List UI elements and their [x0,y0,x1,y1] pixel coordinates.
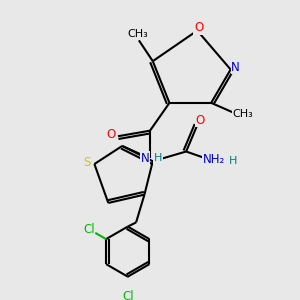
Text: Cl: Cl [122,290,134,300]
Text: H: H [154,154,162,164]
Text: NH₂: NH₂ [203,153,225,167]
Text: S: S [83,156,91,169]
Text: H: H [229,156,237,166]
Text: Cl: Cl [83,223,94,236]
Text: CH₃: CH₃ [233,109,254,119]
Text: O: O [194,21,203,34]
Text: N: N [231,61,240,74]
Text: O: O [195,114,205,127]
Text: CH₃: CH₃ [127,29,148,39]
Text: O: O [106,128,116,141]
Text: N: N [141,152,149,165]
